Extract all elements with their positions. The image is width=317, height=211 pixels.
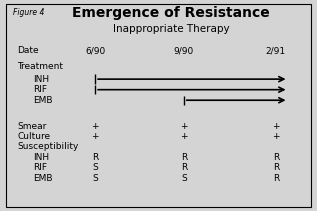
- Text: R: R: [273, 153, 279, 162]
- Text: 6/90: 6/90: [85, 46, 105, 55]
- Text: INH: INH: [33, 75, 49, 84]
- Text: R: R: [181, 163, 187, 172]
- Text: 2/91: 2/91: [266, 46, 286, 55]
- Text: Susceptibility: Susceptibility: [17, 142, 79, 151]
- Text: +: +: [91, 132, 99, 141]
- Text: Smear: Smear: [17, 122, 47, 131]
- Text: R: R: [181, 153, 187, 162]
- Text: S: S: [92, 163, 98, 172]
- Text: R: R: [273, 174, 279, 183]
- Text: INH: INH: [33, 153, 49, 162]
- Text: RIF: RIF: [33, 163, 47, 172]
- Text: +: +: [180, 122, 188, 131]
- Text: S: S: [92, 174, 98, 183]
- Text: +: +: [272, 122, 280, 131]
- Text: 9/90: 9/90: [174, 46, 194, 55]
- Text: +: +: [91, 122, 99, 131]
- Text: RIF: RIF: [33, 85, 47, 94]
- Text: Figure 4: Figure 4: [13, 8, 44, 18]
- Text: Inappropriate Therapy: Inappropriate Therapy: [113, 24, 230, 34]
- Text: R: R: [273, 163, 279, 172]
- Text: Treatment: Treatment: [17, 62, 63, 71]
- Text: EMB: EMB: [33, 96, 53, 105]
- FancyBboxPatch shape: [6, 4, 311, 207]
- Text: Emergence of Resistance: Emergence of Resistance: [72, 6, 270, 20]
- Text: R: R: [92, 153, 98, 162]
- Text: Date: Date: [17, 46, 39, 55]
- Text: S: S: [181, 174, 187, 183]
- Text: Culture: Culture: [17, 132, 50, 141]
- Text: +: +: [180, 132, 188, 141]
- Text: +: +: [272, 132, 280, 141]
- Text: EMB: EMB: [33, 174, 53, 183]
